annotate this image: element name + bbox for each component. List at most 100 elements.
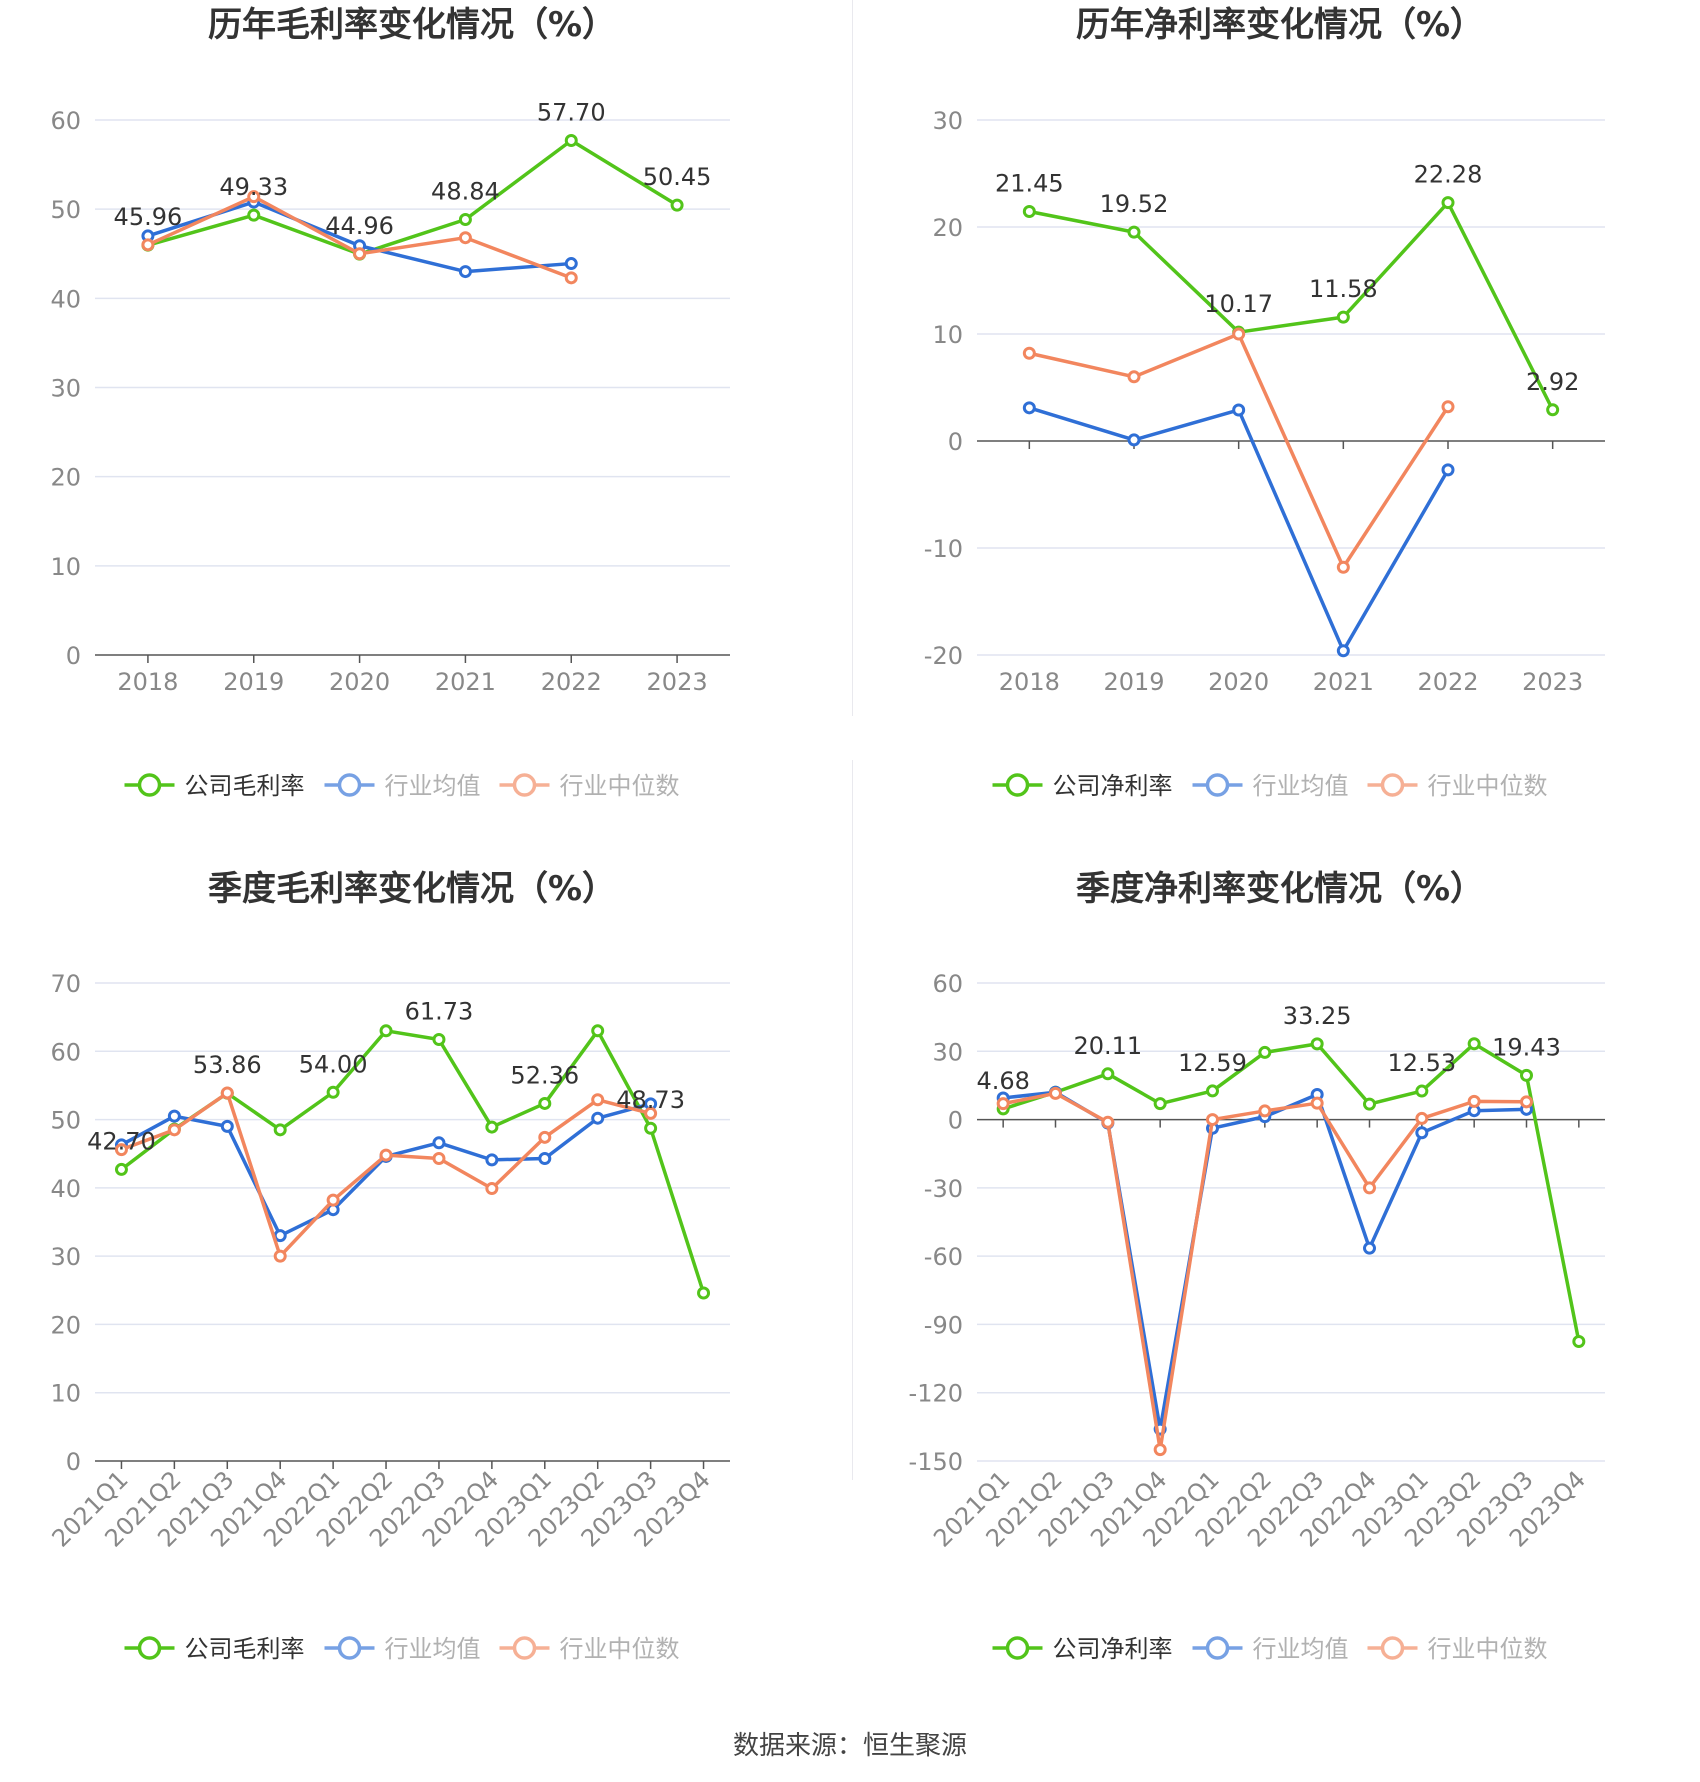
- data-point: [1153, 1097, 1167, 1111]
- bottom-divider: [852, 760, 853, 1480]
- data-point: [1022, 204, 1036, 218]
- data-point: [564, 271, 578, 285]
- y-tick-label: 50: [50, 196, 81, 224]
- data-label: 12.53: [1387, 1049, 1456, 1077]
- data-point: [114, 1162, 128, 1176]
- chart-title: 季度毛利率变化情况（%）: [208, 869, 616, 909]
- legend-label: 行业均值: [385, 1635, 481, 1663]
- data-label: 19.52: [1100, 190, 1169, 218]
- data-point: [1232, 327, 1246, 341]
- data-point: [591, 1111, 605, 1125]
- legend-marker: [1380, 1636, 1405, 1660]
- data-point: [644, 1106, 658, 1120]
- y-tick-label: 30: [50, 1243, 81, 1271]
- y-tick-label: 20: [932, 214, 963, 242]
- data-point: [1441, 463, 1455, 477]
- data-point: [353, 247, 367, 261]
- data-label: 21.45: [995, 169, 1064, 197]
- data-label: 57.70: [537, 99, 606, 127]
- y-tick-label: 30: [50, 375, 81, 403]
- chart-1: 历年毛利率变化情况（%） 0 10 20 30 40 50 60 2018 2019 2020 202…: [50, 5, 730, 800]
- x-tick-label: 2022: [1417, 668, 1478, 696]
- series-line: [1002, 1090, 1527, 1431]
- series-line: [1028, 200, 1555, 411]
- data-point: [996, 1097, 1010, 1111]
- x-tick-label: 2021: [435, 668, 496, 696]
- data-label: 20.11: [1073, 1032, 1142, 1060]
- data-point: [247, 190, 261, 204]
- data-label: 48.84: [431, 178, 500, 206]
- data-point: [1572, 1335, 1586, 1348]
- legend-item: 行业均值: [1192, 772, 1349, 800]
- chart-2: 历年净利率变化情况（%） -20 -10 0 10 20 30 2018 2019 2020 202…: [924, 5, 1605, 800]
- data-point: [1310, 1096, 1324, 1110]
- data-point: [1049, 1086, 1062, 1100]
- legend-item: 公司净利率: [992, 1635, 1173, 1663]
- data-label: 54.00: [299, 1050, 368, 1078]
- y-tick-label: 10: [50, 553, 81, 581]
- legend-label: 行业中位数: [560, 772, 680, 800]
- data-point: [1336, 644, 1350, 658]
- data-label: 4.68: [976, 1067, 1029, 1095]
- y-tick-label: 10: [932, 321, 963, 349]
- y-tick-label: 60: [932, 970, 963, 998]
- legend-marker: [512, 1636, 537, 1660]
- data-point: [1546, 403, 1560, 417]
- data-point: [1258, 1104, 1272, 1118]
- legend-label: 公司净利率: [1053, 1635, 1173, 1663]
- y-tick-label: 50: [50, 1107, 81, 1135]
- data-point: [1467, 1037, 1481, 1051]
- data-label: 61.73: [405, 997, 474, 1025]
- data-point: [458, 231, 472, 245]
- data-point: [1022, 346, 1036, 360]
- x-tick-label: 2019: [223, 668, 284, 696]
- legend-item: 公司毛利率: [124, 1635, 305, 1663]
- chart-4: 季度净利率变化情况（%）-150-120-90-60-30030602021Q1…: [909, 869, 1605, 1663]
- legend-label: 行业中位数: [1428, 772, 1548, 800]
- legend-marker: [137, 773, 162, 797]
- y-tick-label: 40: [50, 1175, 81, 1203]
- legend-label: 行业均值: [385, 772, 481, 800]
- series-line: [1002, 1091, 1527, 1452]
- x-tick-label: 2023: [647, 668, 708, 696]
- chart-3: 季度毛利率变化情况（%）0102030405060702021Q12021Q22…: [47, 869, 730, 1663]
- y-tick-label: 40: [50, 285, 81, 313]
- data-label: 52.36: [510, 1061, 579, 1089]
- legend-item: 行业均值: [1192, 1635, 1349, 1663]
- legend-item: 行业中位数: [1367, 1635, 1548, 1663]
- data-point: [432, 1032, 446, 1046]
- legend-item: 行业中位数: [499, 772, 680, 800]
- data-point: [485, 1120, 499, 1134]
- y-tick-label: 70: [50, 970, 81, 998]
- x-tick-label: 2021: [1313, 668, 1374, 696]
- y-tick-label: -60: [924, 1243, 963, 1271]
- data-label: 10.17: [1204, 290, 1273, 318]
- legend-marker: [1005, 773, 1030, 797]
- x-tick-label: 2020: [329, 668, 390, 696]
- y-tick-label: 0: [948, 1107, 963, 1135]
- data-point: [1127, 370, 1141, 384]
- data-point: [1101, 1067, 1115, 1081]
- data-point: [220, 1086, 234, 1100]
- data-point: [485, 1182, 499, 1196]
- data-label: 11.58: [1309, 275, 1378, 303]
- data-point: [1206, 1084, 1219, 1098]
- series-line: [1028, 332, 1450, 570]
- data-point: [247, 208, 261, 222]
- data-point: [591, 1093, 605, 1107]
- data-point: [326, 1193, 340, 1207]
- data-source-note: 数据来源：恒生聚源: [732, 1731, 967, 1761]
- data-point: [1467, 1094, 1481, 1108]
- data-point: [220, 1119, 234, 1133]
- legend-marker: [1380, 773, 1405, 797]
- data-point: [1415, 1111, 1429, 1125]
- data-label: 12.59: [1178, 1049, 1247, 1077]
- legend-label: 公司净利率: [1053, 772, 1173, 800]
- y-tick-label: 20: [50, 464, 81, 492]
- data-label: 50.45: [643, 163, 712, 191]
- legend-label: 行业中位数: [560, 1635, 680, 1663]
- data-point: [273, 1123, 287, 1137]
- data-point: [458, 213, 472, 227]
- series-line: [120, 1102, 652, 1238]
